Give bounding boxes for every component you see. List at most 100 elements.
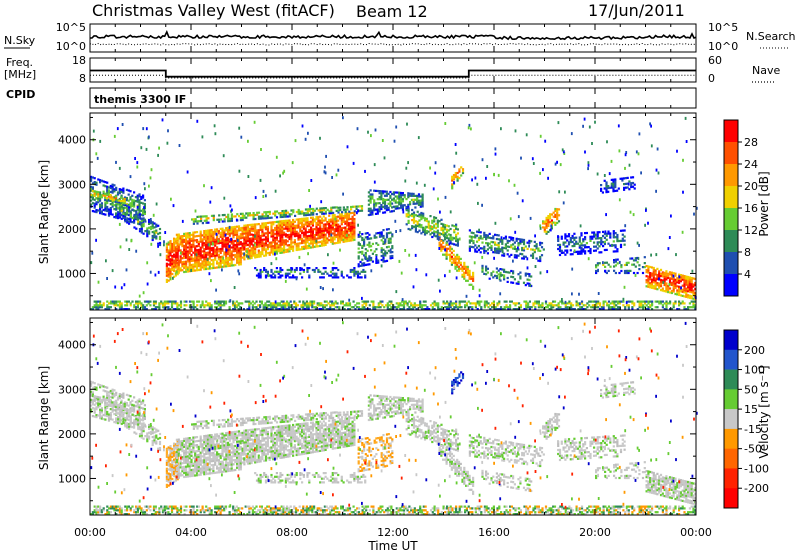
power-data-cell bbox=[379, 302, 382, 305]
power-data-cell bbox=[557, 306, 560, 309]
power-data-cell bbox=[286, 304, 289, 307]
power-data-cell bbox=[299, 272, 302, 275]
power-data-cell bbox=[310, 211, 313, 214]
power-data-cell bbox=[418, 223, 421, 226]
power-data-cell bbox=[245, 242, 248, 245]
power-data-cell bbox=[674, 286, 677, 289]
power-data-cell bbox=[197, 244, 200, 247]
power-data-cell bbox=[143, 308, 147, 311]
power-noise-cell bbox=[291, 161, 294, 165]
power-data-cell bbox=[600, 184, 603, 187]
power-data-cell bbox=[311, 220, 314, 223]
power-data-cell bbox=[622, 304, 625, 307]
power-data-cell bbox=[125, 203, 128, 206]
power-data-cell bbox=[419, 201, 422, 204]
power-data-cell bbox=[340, 219, 343, 222]
power-data-cell bbox=[124, 220, 127, 223]
power-data-cell bbox=[263, 217, 266, 220]
power-data-cell bbox=[688, 284, 691, 287]
power-noise-cell bbox=[618, 198, 621, 202]
power-data-cell bbox=[522, 241, 526, 244]
power-data-cell bbox=[525, 306, 528, 309]
power-data-cell bbox=[503, 276, 506, 279]
power-data-cell bbox=[118, 192, 121, 195]
power-data-cell bbox=[274, 250, 277, 253]
power-data-cell bbox=[340, 270, 343, 273]
power-data-cell bbox=[120, 190, 123, 193]
power-data-cell bbox=[351, 215, 354, 218]
power-data-cell bbox=[127, 203, 130, 206]
power-data-cell bbox=[452, 174, 456, 177]
power-data-cell bbox=[331, 238, 334, 241]
power-data-cell bbox=[167, 251, 170, 254]
power-noise-cell bbox=[178, 144, 181, 147]
power-data-cell bbox=[322, 308, 325, 311]
power-data-cell bbox=[104, 201, 107, 204]
power-data-cell bbox=[173, 255, 176, 258]
power-data-cell bbox=[205, 239, 208, 242]
power-data-cell bbox=[383, 203, 387, 206]
power-data-cell bbox=[569, 249, 572, 252]
power-data-cell bbox=[216, 248, 219, 251]
power-data-cell bbox=[250, 247, 253, 250]
power-data-cell bbox=[368, 255, 371, 258]
power-data-cell bbox=[445, 253, 448, 256]
power-data-cell bbox=[183, 256, 186, 259]
power-data-cell bbox=[349, 237, 352, 240]
power-data-cell bbox=[279, 276, 282, 279]
power-data-cell bbox=[153, 234, 156, 237]
power-data-cell bbox=[286, 223, 289, 226]
power-data-cell bbox=[140, 223, 143, 226]
power-data-cell bbox=[109, 300, 112, 303]
power-data-cell bbox=[613, 259, 616, 262]
power-data-cell bbox=[254, 229, 257, 232]
power-data-cell bbox=[447, 233, 450, 236]
power-data-cell bbox=[255, 255, 259, 259]
power-data-cell bbox=[317, 235, 320, 238]
power-data-cell bbox=[173, 241, 176, 244]
power-data-cell bbox=[239, 243, 242, 246]
power-data-cell bbox=[167, 279, 170, 282]
power-data-cell bbox=[605, 181, 608, 184]
power-data-cell bbox=[315, 229, 318, 232]
power-data-cell bbox=[619, 239, 623, 242]
power-data-cell bbox=[308, 222, 311, 226]
power-data-cell bbox=[457, 259, 461, 262]
power-data-cell bbox=[179, 239, 182, 242]
power-data-cell bbox=[380, 190, 383, 193]
power-data-cell bbox=[215, 306, 219, 309]
power-noise-cell bbox=[493, 256, 495, 260]
power-data-cell bbox=[319, 276, 322, 279]
power-data-cell bbox=[143, 199, 146, 202]
power-data-cell bbox=[369, 211, 372, 214]
power-noise-cell bbox=[170, 197, 172, 201]
power-data-cell bbox=[661, 279, 664, 282]
power-noise-cell bbox=[358, 231, 361, 235]
power-data-cell bbox=[519, 306, 522, 309]
power-data-cell bbox=[561, 308, 564, 311]
power-data-cell bbox=[338, 227, 342, 230]
power-data-cell bbox=[401, 300, 404, 303]
power-data-cell bbox=[642, 304, 645, 307]
power-data-cell bbox=[288, 276, 291, 279]
power-data-cell bbox=[104, 205, 107, 208]
power-data-cell bbox=[245, 240, 248, 243]
power-data-cell bbox=[183, 248, 186, 251]
power-data-cell bbox=[273, 302, 276, 305]
power-data-cell bbox=[261, 248, 264, 252]
power-data-cell bbox=[399, 304, 402, 307]
power-data-cell bbox=[280, 300, 283, 303]
power-data-cell bbox=[582, 240, 585, 243]
power-data-cell bbox=[346, 236, 349, 239]
power-data-cell bbox=[333, 272, 336, 275]
power-data-cell bbox=[346, 228, 349, 231]
power-data-cell bbox=[692, 306, 695, 309]
power-data-cell bbox=[192, 235, 195, 238]
power-data-cell bbox=[685, 287, 688, 290]
power-data-cell bbox=[153, 236, 156, 239]
power-data-cell bbox=[173, 243, 176, 246]
power-data-cell bbox=[669, 300, 672, 303]
power-data-cell bbox=[290, 245, 293, 248]
power-data-cell bbox=[108, 306, 111, 309]
power-data-cell bbox=[357, 306, 361, 309]
